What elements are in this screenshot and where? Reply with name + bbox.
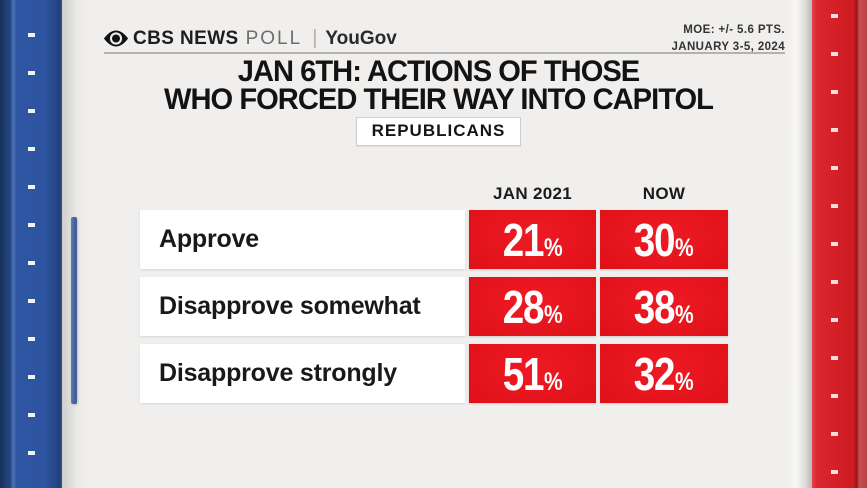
cbs-eye-icon	[104, 30, 128, 47]
row-label-disapprove-strongly: Disapprove strongly	[140, 344, 465, 403]
poll-label: POLL	[245, 27, 303, 49]
network-name: CBS NEWS	[133, 27, 239, 49]
percent-sign: %	[675, 300, 694, 329]
row-label-disapprove-somewhat: Disapprove somewhat	[140, 277, 465, 336]
right-red-strip	[812, 0, 867, 488]
poll-table: JAN 2021 NOW Approve 21% 30% Disapprove …	[140, 184, 728, 403]
headline-line1: JAN 6TH: ACTIONS OF THOSE	[237, 55, 640, 88]
value-cell-approve-jan2021: 21%	[469, 210, 596, 269]
brand-separator: |	[312, 27, 318, 49]
value-number: 38	[634, 280, 676, 333]
percent-sign: %	[675, 367, 694, 396]
value-number: 28	[502, 280, 545, 333]
value-cell-disapprove-strongly-jan2021: 51%	[469, 344, 596, 403]
header-divider	[104, 52, 785, 54]
headline-line2: WHO FORCED THEIR WAY INTO CAPITOL	[164, 83, 714, 116]
group-badge: REPUBLICANS	[355, 117, 522, 146]
percent-sign: %	[543, 300, 563, 329]
value-cell-disapprove-somewhat-now: 38%	[600, 277, 728, 336]
percent-sign: %	[543, 367, 563, 396]
date-line: JANUARY 3-5, 2024	[671, 40, 785, 53]
value-cell-disapprove-strongly-now: 32%	[600, 344, 728, 403]
percent-sign: %	[543, 233, 563, 262]
value-number: 51	[502, 347, 545, 400]
col-header-jan2021: JAN 2021	[493, 184, 572, 203]
right-strip-shadow	[786, 0, 812, 488]
value-number: 21	[502, 213, 545, 266]
row-label-approve: Approve	[140, 210, 465, 269]
percent-sign: %	[675, 233, 694, 262]
left-strip-dashes	[28, 0, 35, 488]
value-number: 30	[634, 213, 676, 266]
value-cell-disapprove-somewhat-jan2021: 28%	[469, 277, 596, 336]
left-accent-bar	[71, 217, 77, 404]
group-badge-wrap: REPUBLICANS	[90, 117, 787, 146]
value-number: 32	[634, 347, 676, 400]
moe-line: MOE: +/- 5.6 PTS.	[683, 24, 785, 36]
left-strip-shadow	[62, 0, 92, 488]
poll-details: MOE: +/- 5.6 PTS. JANUARY 3-5, 2024	[671, 22, 785, 55]
headline: JAN 6TH: ACTIONS OF THOSE WHO FORCED THE…	[90, 55, 787, 116]
value-cell-approve-now: 30%	[600, 210, 728, 269]
partner-name: YouGov	[325, 27, 397, 49]
brand-bar: CBS NEWS POLL | YouGov	[104, 27, 397, 50]
left-blue-strip	[0, 0, 62, 488]
right-strip-dashes	[831, 0, 838, 488]
col-header-now: NOW	[642, 184, 686, 203]
